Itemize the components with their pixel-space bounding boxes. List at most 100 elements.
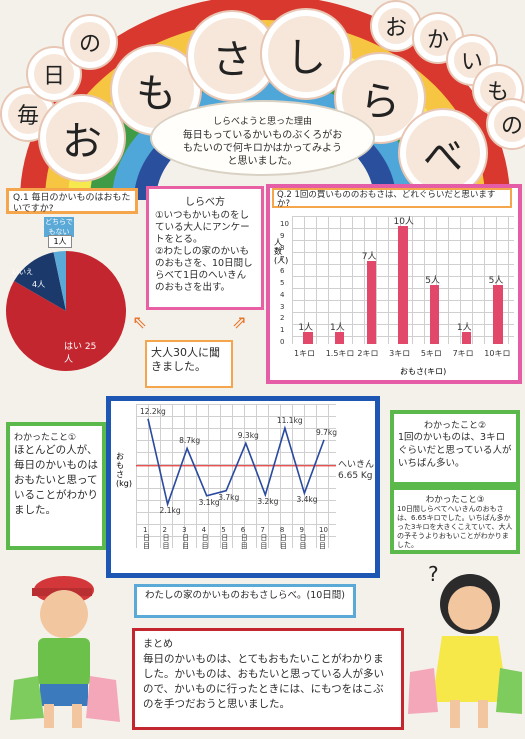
line-value-label: 8.7kg xyxy=(179,436,201,446)
bar-value-label: 1人 xyxy=(330,323,345,334)
bar-category-label: 1キロ xyxy=(294,349,316,358)
line-value-label: 3.1kg xyxy=(198,497,220,507)
summary-box: まとめ 毎日のかいものは、とてもおもたいことがわかりました。かいものは、おもたい… xyxy=(132,628,404,730)
line-category-label: 1日目 xyxy=(143,526,150,550)
bar xyxy=(429,285,440,344)
found1-heading: わかったこと① xyxy=(14,433,77,443)
motive-text: 毎日もっているかいものぶくろがおもたいので何キロかはかってみようと思いました。 xyxy=(182,130,343,167)
y-tick-label: 4 xyxy=(280,290,285,299)
pie-label-no: 4人 xyxy=(32,280,46,289)
found2-text: 1回のかいものは、3キロぐらいだと思っている人がいちばん多い。 xyxy=(398,432,512,469)
line-category-label: 5日目 xyxy=(221,526,229,550)
pie-legend-other: どちらでもない xyxy=(44,217,74,237)
bar-value-label: 5人 xyxy=(488,276,504,286)
title-char: 日 xyxy=(28,48,80,100)
y-tick-label: 5 xyxy=(280,279,285,287)
line-value-label: 11.1kg xyxy=(276,416,303,426)
line-category-label: 3日目 xyxy=(182,526,190,550)
line-plot: 12.2kg 1日目 2.1kg 2日目 8.7kg 3日目 3.1kg 4日目 3.7kg 5日… xyxy=(136,404,338,550)
bar-category-label: 3キロ xyxy=(389,349,411,358)
line-value-label: 3.4kg xyxy=(296,495,318,505)
y-tick-label: 1 xyxy=(280,326,285,335)
bar xyxy=(493,285,503,344)
pie-label-other: 1人 xyxy=(48,235,72,248)
arrow-icon: ⇖ xyxy=(132,312,148,333)
line-value-label: 3.7kg xyxy=(218,492,240,502)
bar-value-label: 7人 xyxy=(361,252,377,263)
line-category-label: 9日目 xyxy=(299,526,307,550)
found3-box: わかったこと③ 10日間しらべてへいきんのおもさは、6.65キロでした。いちばん… xyxy=(390,486,520,554)
line-value-label: 2.1kg xyxy=(159,506,181,516)
arrow-icon: ⇗ xyxy=(232,312,248,333)
q2-xlabel: おもさ(キロ) xyxy=(400,367,447,376)
bar xyxy=(461,332,472,344)
bar xyxy=(303,332,313,344)
bar-category-label: 2キロ xyxy=(357,349,379,358)
line-series xyxy=(147,418,325,508)
title-char: も xyxy=(474,66,522,114)
line-category-label: 4日目 xyxy=(201,526,209,550)
q2-question: Q.2 1回の買いもののおもさは、どれぐらいだと思いますか? xyxy=(272,188,512,209)
line-value-label: 9.3kg xyxy=(237,431,259,441)
title-char: の xyxy=(488,100,525,148)
line-category-label: 10日目 xyxy=(319,526,328,550)
bar-value-label: 1人 xyxy=(298,323,314,334)
pie-slice-yes xyxy=(6,251,127,371)
bar xyxy=(398,226,408,344)
line-category-label: 2日目 xyxy=(162,526,170,550)
pie-slice-other xyxy=(53,251,66,311)
bar-category-label: 7キロ xyxy=(452,349,474,358)
motive-box: しらべようと思った理由 毎日もっているかいものぶくろがおもたいので何キロかはかっ… xyxy=(150,100,375,176)
line-category-label: 7日目 xyxy=(260,526,268,550)
found3-text: 10日間しらべてへいきんのおもさは、6.65キロでした。いちばん多かった3キロを… xyxy=(397,505,513,549)
title-char: し xyxy=(262,10,350,98)
q1-pie-chart xyxy=(6,251,127,371)
y-tick-label: 3 xyxy=(280,302,285,311)
average-label: へいきん 6.65 Kg xyxy=(338,460,375,481)
summary-text: 毎日のかいものは、とてもおもたいことがわかりました。かいものは、おもたいと思って… xyxy=(143,653,384,710)
bar-category-label: 1.5キロ xyxy=(325,349,355,358)
girl-illustration xyxy=(408,574,522,728)
motive-heading: しらべようと思った理由 xyxy=(212,117,312,127)
bar-value-label: 5人 xyxy=(425,276,440,286)
y-tick-label: 7 xyxy=(280,255,285,264)
y-tick-label: 6 xyxy=(280,267,285,276)
bar-value-label: 1人 xyxy=(456,323,472,334)
y-tick-label: 2 xyxy=(280,314,285,323)
title-char: の xyxy=(64,16,116,68)
line-value-label: 3.2kg xyxy=(257,496,279,506)
method-heading: しらべ方 xyxy=(185,197,225,208)
method-box: しらべ方 ①いつもかいものをしている大人にアンケートをとる。 ②わたしの家のかい… xyxy=(146,186,264,310)
found1-text: ほとんどの人が、毎日のかいものはおもたいと思っていることがわかりました。 xyxy=(14,444,98,516)
question-mark: ? xyxy=(428,562,439,586)
line-ylabel: おもさ(kg) xyxy=(116,452,132,488)
pie-label-yes: はい 25人 xyxy=(64,342,97,365)
q2-ylabel: 人数(人) xyxy=(274,238,289,265)
bar-value-label: 10人 xyxy=(393,217,414,227)
method-item-2: ②わたしの家のかいものおもさを、10日間しらべて1日のへいきんのおもさを出す。 xyxy=(155,246,253,293)
bar-category-label: 5キロ xyxy=(420,349,442,358)
pie-legend-no: いいえ xyxy=(12,268,33,276)
bar xyxy=(334,332,345,344)
line-value-label: 12.2kg xyxy=(140,406,166,416)
found2-box: わかったこと② 1回のかいものは、3キロぐらいだと思っている人がいちばん多い。 xyxy=(390,410,520,486)
y-tick-label: 10 xyxy=(280,220,289,228)
line-category-label: 6日目 xyxy=(240,526,248,550)
found1-box: わかったこと① ほとんどの人が、毎日のかいものはおもたいと思っていることがわかり… xyxy=(6,422,106,550)
y-tick-label: 0 xyxy=(280,338,285,346)
q2-bar-plot: 1人 1キロ 1人 1.5キロ 7人 2キロ 10人 3キロ 5人 5キロ 1人 7キロ 5人 10キロ 0… xyxy=(280,216,514,358)
summary-heading: まとめ xyxy=(143,639,173,650)
y-tick-label: 8 xyxy=(280,243,285,252)
pie-slice-no xyxy=(14,252,66,311)
method-item-1: ①いつもかいものをしている大人にアンケートをとる。 xyxy=(155,210,250,245)
line-category-label: 8日目 xyxy=(279,526,287,550)
line-value-label: 9.7kg xyxy=(316,427,338,437)
title-char: さ xyxy=(188,12,276,100)
y-tick-label: 9 xyxy=(280,231,285,240)
title-char: お xyxy=(372,2,420,50)
title-char: お xyxy=(40,96,124,180)
found3-heading: わかったこと③ xyxy=(425,495,485,505)
bar xyxy=(366,261,377,344)
q1-pie-area: どちらでもない 1人 いいえ 4人 はい 25人 xyxy=(0,215,140,375)
boy-illustration xyxy=(10,576,120,728)
